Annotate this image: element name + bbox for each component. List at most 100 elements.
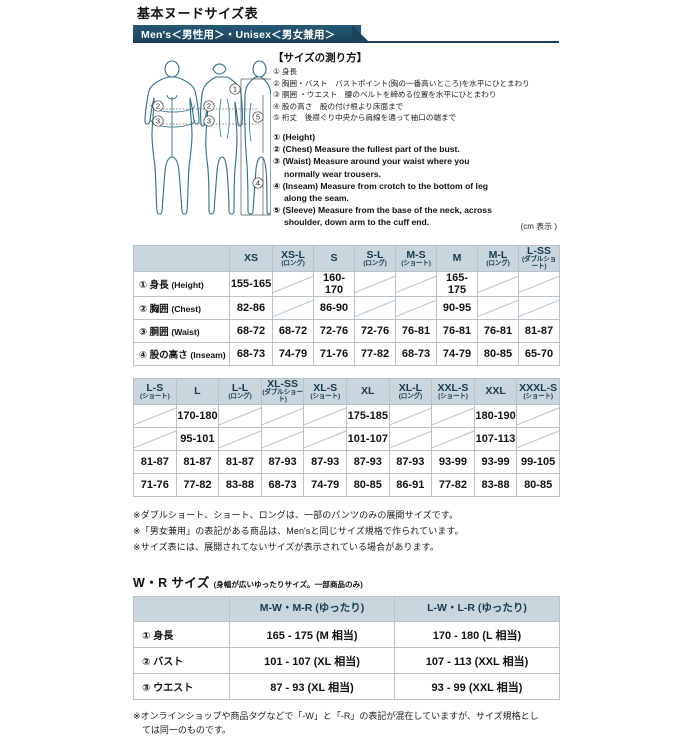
- col-size: L-L: [231, 381, 249, 394]
- cell: [354, 296, 396, 320]
- cell: 81-87: [175, 450, 220, 474]
- col-sub: (ロング): [281, 259, 305, 267]
- cell: [395, 296, 437, 320]
- wr-title-text: W・R サイズ: [133, 576, 210, 590]
- col-size: M-S: [406, 248, 426, 261]
- cell: 87-93: [303, 450, 347, 474]
- table-row: 170-180 175-185 180-190: [133, 404, 560, 428]
- table1-col-s-l: S-L (ロング): [354, 245, 396, 272]
- cell: 83-88: [218, 473, 262, 497]
- figure-label-3a: 3: [156, 117, 160, 126]
- banner-label: Men's＜男性用＞・Unisex＜男女兼用＞: [133, 25, 371, 43]
- table-row: 71-76 77-82 83-88 68-73 74-79 80-85 86-9…: [133, 473, 560, 497]
- col-sub: (ロング): [486, 259, 510, 267]
- col-size: XL-L: [398, 381, 423, 394]
- cell: [518, 296, 560, 320]
- cell: 72-76: [354, 319, 396, 343]
- measure-en-3: ③ (Waist) Measure around your waist wher…: [273, 156, 470, 167]
- note-2: ※「男女兼用」の表記がある商品は、Men'sと同じサイズ規格で作られています。: [133, 526, 464, 536]
- cell: 71-76: [133, 473, 177, 497]
- cell: 93 - 99 (XXL 相当): [394, 673, 560, 700]
- cell: 81-87: [218, 450, 262, 474]
- cell: 76-81: [436, 319, 478, 343]
- col-sub: (ショート): [140, 392, 170, 400]
- wr-corner-cell: [133, 596, 230, 622]
- col-sub: (ショート): [438, 392, 468, 400]
- col-sub: (ダブルショート): [522, 256, 556, 270]
- col-size: XL-S: [313, 381, 338, 394]
- cell: 101 - 107 (XL 相当): [229, 647, 395, 674]
- wr-row-label-waist: ③ ウエスト: [133, 673, 230, 700]
- col-sub: (ロング): [228, 392, 252, 400]
- table1-col-xs-l: XS-L (ロング): [272, 245, 314, 272]
- measure-en-4b: along the seam.: [284, 193, 349, 204]
- row-label-jp: ① 身長: [139, 280, 169, 291]
- cell: 77-82: [175, 473, 220, 497]
- table2-header-row: L-S (ショート) L L-L (ロング) XL-SS (ダブルショート): [133, 378, 560, 405]
- cell: [133, 404, 177, 428]
- col-size: M-L: [488, 248, 508, 261]
- cell: 81-87: [133, 450, 177, 474]
- cell: 175-185: [345, 404, 390, 428]
- cell: [477, 296, 519, 320]
- cell: 93-99: [473, 450, 518, 474]
- cell: 107-113: [473, 427, 518, 451]
- measure-en-1: ① (Height): [273, 132, 316, 142]
- table-row: ② 胸囲 (Chest) 82-86 86-90 90-95: [133, 296, 560, 320]
- measure-jp-1: ① 身長: [273, 67, 298, 76]
- cell: [303, 404, 347, 428]
- wr-size-table: M-W・M-R (ゆったり) L-W・L-R (ゆったり) ① 身長 165 -…: [133, 596, 560, 700]
- measure-instructions-jp: ① 身長 ② 胸囲・バスト バストポイント(胸の一番高いところ)を水平にひとまわ…: [273, 66, 530, 124]
- col-size: XS-L: [281, 248, 305, 261]
- cell: 83-88: [473, 473, 518, 497]
- banner-rule: [133, 41, 559, 43]
- figure-label-1: 1: [233, 85, 237, 94]
- table2-col-xxl: XXL: [473, 378, 518, 405]
- measure-jp-4: ④ 股の高さ 股の付け根より床面まで: [273, 101, 404, 111]
- cell: 80-85: [516, 473, 560, 497]
- cell: [354, 271, 396, 297]
- col-size: S-L: [366, 248, 384, 261]
- table-row: ③ ウエスト 87 - 93 (XL 相当) 93 - 99 (XXL 相当): [133, 673, 560, 700]
- col-sub: (ロング): [363, 259, 387, 267]
- table-row: ③ 胴囲 (Waist) 68-72 68-72 72-76 72-76 76-…: [133, 319, 560, 343]
- measure-en-2: ② (Chest) Measure the fullest part of th…: [273, 144, 460, 155]
- cell: [260, 427, 305, 451]
- table1-col-s: S: [313, 245, 355, 272]
- table-row: ① 身長 165 - 175 (M 相当) 170 - 180 (L 相当): [133, 621, 560, 648]
- cell: 170-180: [175, 404, 220, 428]
- measurement-guide: 2 3 2 3 1 5 4 【サ: [133, 47, 559, 243]
- unit-note: (cm 表示 ): [520, 222, 557, 231]
- cell: 68-73: [395, 342, 437, 366]
- figure-label-2b: 2: [207, 102, 211, 111]
- cell: 87-93: [345, 450, 390, 474]
- table2-col-xl-l: XL-L (ロング): [388, 378, 433, 405]
- cell: [218, 427, 262, 451]
- table1-row-label-inseam: ④ 股の高さ (Inseam): [133, 342, 230, 366]
- cell: 87-93: [260, 450, 305, 474]
- table-row: 81-87 81-87 81-87 87-93 87-93 87-93 87-9…: [133, 450, 560, 474]
- cell: 165 - 175 (M 相当): [229, 621, 395, 648]
- table1-row-label-waist: ③ 胴囲 (Waist): [133, 319, 230, 343]
- cell: 86-90: [313, 296, 355, 320]
- cell: 68-72: [229, 319, 273, 343]
- row-label-en: (Inseam): [190, 350, 226, 360]
- cell: 71-76: [313, 342, 355, 366]
- cell: 82-86: [229, 296, 273, 320]
- cell: [477, 271, 519, 297]
- page-title: 基本ヌードサイズ表: [137, 6, 259, 21]
- measure-en-5b: shoulder, down arm to the cuff end.: [284, 217, 430, 228]
- measure-jp-2: ② 胸囲・バスト バストポイント(胸の一番高いところ)を水平にひとまわり: [273, 78, 530, 88]
- cell: [388, 427, 433, 451]
- note-1: ※ダブルショート、ショート、ロングは、一部のパンツのみの展開サイズです。: [133, 510, 459, 520]
- row-label-en: (Height): [171, 280, 204, 290]
- table1-row-label-height: ① 身長 (Height): [133, 271, 230, 297]
- note-3: ※サイズ表には、展開されてないサイズが表示されている場合があります。: [133, 542, 439, 552]
- cell: 74-79: [272, 342, 314, 366]
- table2-col-xxxl-s: XXXL-S (ショート): [516, 378, 560, 405]
- col-size: L-SS: [527, 245, 551, 258]
- cell: [260, 404, 305, 428]
- row-label-jp: ③ 胴囲: [139, 327, 169, 338]
- cell: [303, 427, 347, 451]
- cell: 68-73: [260, 473, 305, 497]
